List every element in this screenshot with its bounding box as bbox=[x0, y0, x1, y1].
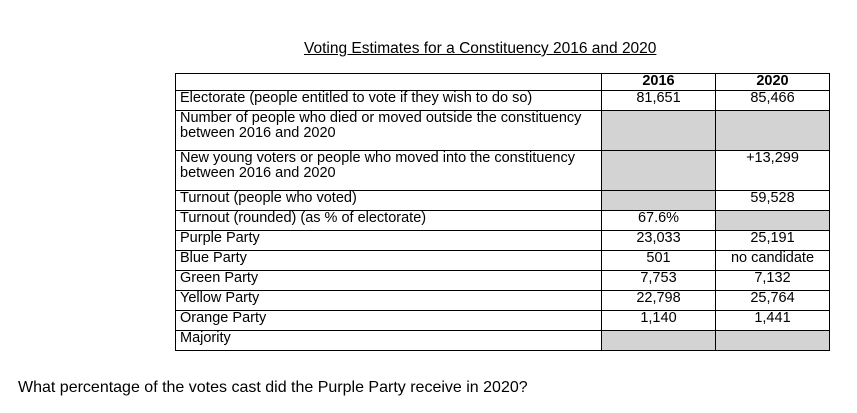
shaded-cell-2020 bbox=[715, 110, 830, 151]
value-2016: 67.6% bbox=[601, 210, 716, 231]
row-label: Electorate (people entitled to vote if t… bbox=[175, 90, 602, 111]
row-label: Blue Party bbox=[175, 250, 602, 271]
table-header-row: 2016 2020 bbox=[175, 73, 830, 91]
table-row-blue-party: Blue Party 501 no candidate bbox=[175, 250, 830, 271]
value-2020: no candidate bbox=[715, 250, 830, 271]
table-row-new-voters: New young voters or people who moved int… bbox=[175, 150, 830, 191]
table-row-turnout: Turnout (people who voted) 59,528 bbox=[175, 190, 830, 211]
table-row-purple-party: Purple Party 23,033 25,191 bbox=[175, 230, 830, 251]
table-row-electorate: Electorate (people entitled to vote if t… bbox=[175, 90, 830, 111]
table-row-majority: Majority bbox=[175, 330, 830, 351]
table-row-orange-party: Orange Party 1,140 1,441 bbox=[175, 310, 830, 331]
value-2016: 23,033 bbox=[601, 230, 716, 251]
value-2016: 22,798 bbox=[601, 290, 716, 311]
row-label: Turnout (people who voted) bbox=[175, 190, 602, 211]
year-header-2020: 2020 bbox=[715, 73, 830, 91]
table-row-green-party: Green Party 7,753 7,132 bbox=[175, 270, 830, 291]
value-2020: 25,191 bbox=[715, 230, 830, 251]
row-label: Yellow Party bbox=[175, 290, 602, 311]
table-row-yellow-party: Yellow Party 22,798 25,764 bbox=[175, 290, 830, 311]
shaded-cell-2020 bbox=[715, 210, 830, 231]
value-2020: 7,132 bbox=[715, 270, 830, 291]
row-label: Purple Party bbox=[175, 230, 602, 251]
row-label: Number of people who died or moved outsi… bbox=[175, 110, 602, 151]
row-label: Majority bbox=[175, 330, 602, 351]
value-2020: 59,528 bbox=[715, 190, 830, 211]
table-title: Voting Estimates for a Constituency 2016… bbox=[304, 40, 657, 57]
shaded-cell-2016 bbox=[601, 330, 716, 351]
value-2016: 81,651 bbox=[601, 90, 716, 111]
row-label: Green Party bbox=[175, 270, 602, 291]
value-2020: 25,764 bbox=[715, 290, 830, 311]
value-2016: 1,140 bbox=[601, 310, 716, 331]
row-label: New young voters or people who moved int… bbox=[175, 150, 602, 191]
year-header-2016: 2016 bbox=[601, 73, 716, 91]
table-row-died-or-moved-out: Number of people who died or moved outsi… bbox=[175, 110, 830, 151]
voting-estimates-table: 2016 2020 Electorate (people entitled to… bbox=[175, 73, 830, 351]
question-text: What percentage of the votes cast did th… bbox=[18, 379, 528, 396]
shaded-cell-2016 bbox=[601, 150, 716, 191]
value-2016: 7,753 bbox=[601, 270, 716, 291]
row-label: Orange Party bbox=[175, 310, 602, 331]
value-2020: +13,299 bbox=[715, 150, 830, 191]
value-2020: 1,441 bbox=[715, 310, 830, 331]
shaded-cell-2016 bbox=[601, 110, 716, 151]
value-2016: 501 bbox=[601, 250, 716, 271]
shaded-cell-2016 bbox=[601, 190, 716, 211]
value-2020: 85,466 bbox=[715, 90, 830, 111]
shaded-cell-2020 bbox=[715, 330, 830, 351]
header-blank-cell bbox=[175, 73, 602, 91]
table-row-turnout-percent: Turnout (rounded) (as % of electorate) 6… bbox=[175, 210, 830, 231]
row-label: Turnout (rounded) (as % of electorate) bbox=[175, 210, 602, 231]
